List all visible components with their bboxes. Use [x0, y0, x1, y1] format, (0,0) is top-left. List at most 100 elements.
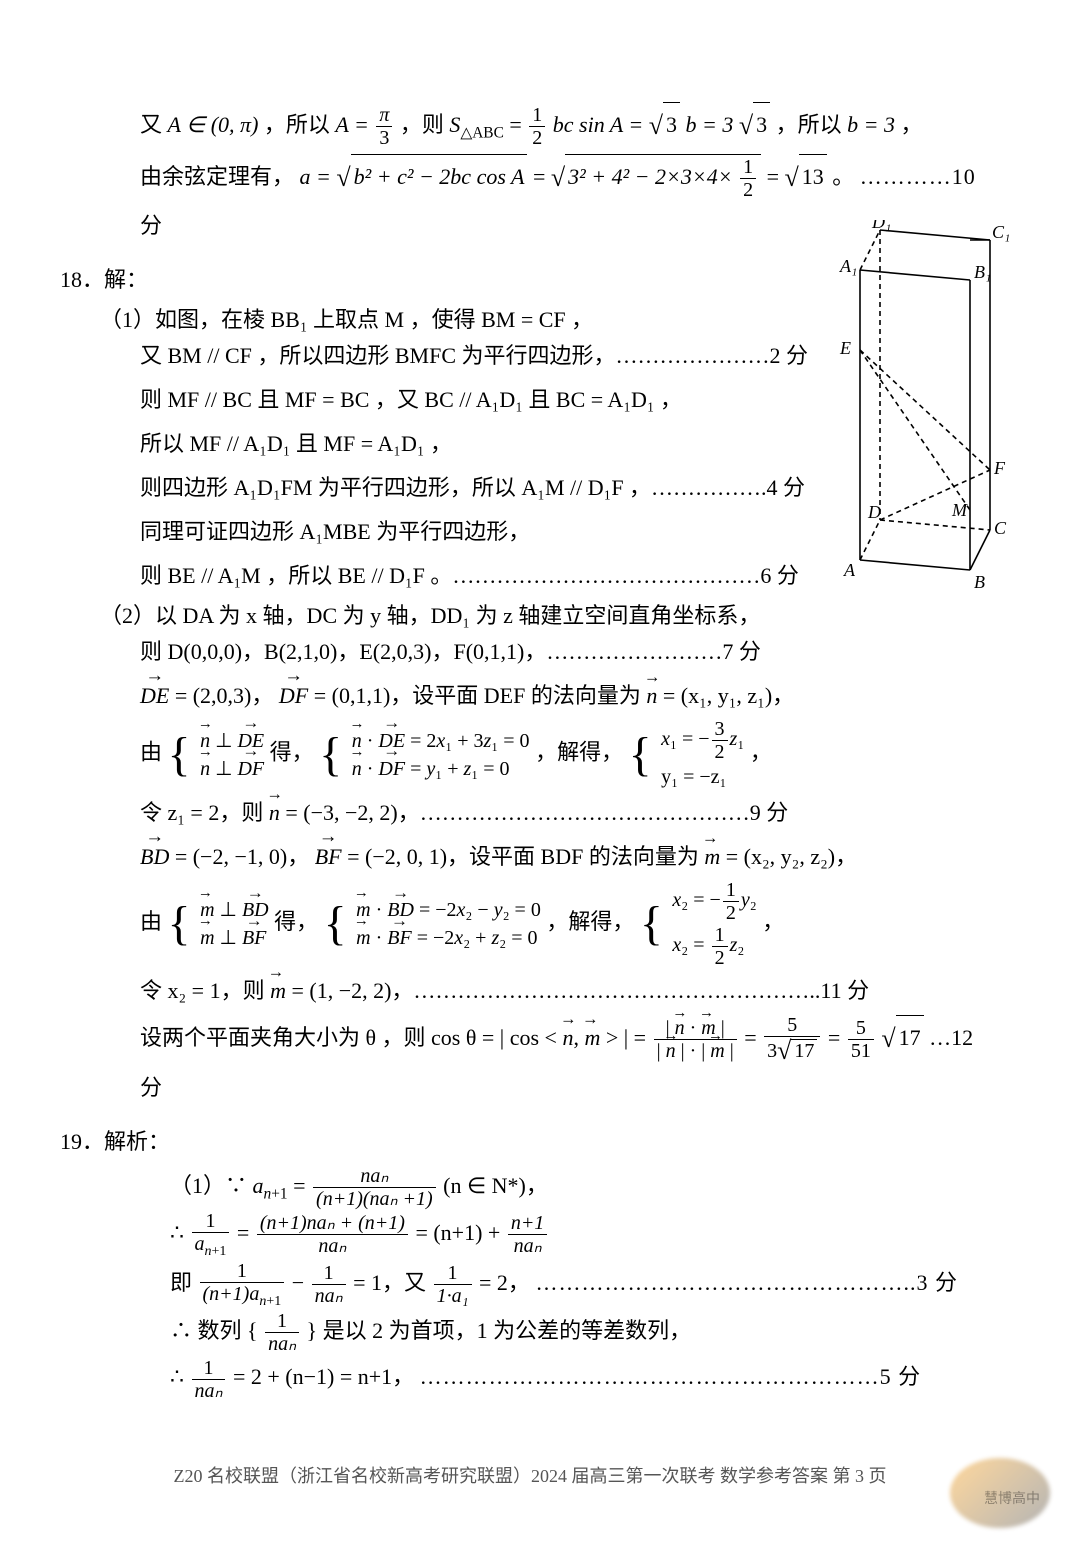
- den: (n+1)(naₙ +1): [316, 1188, 433, 1210]
- brace-icon: {: [640, 902, 663, 945]
- sqrt13: 13: [799, 154, 827, 199]
- eq: =: [293, 1173, 311, 1198]
- page-footer: Z20 名校联盟（浙江省名校新高考研究联盟）2024 届高三第一次联考 数学参考…: [60, 1462, 1000, 1488]
- txt: 得，: [274, 909, 318, 934]
- txt: 又: [140, 112, 168, 137]
- frac: π 3: [376, 104, 392, 149]
- txt: ，解得，: [535, 740, 623, 765]
- txt: 由: [140, 909, 162, 934]
- num: naₙ: [360, 1165, 388, 1187]
- txt: （1）∵: [170, 1173, 253, 1198]
- score-dots: …………………………………………..3 分: [535, 1269, 958, 1294]
- txt: = (0,1,1)，设平面 DEF 的法向量为: [308, 683, 646, 708]
- num: 5: [848, 1017, 874, 1040]
- txt: = (−2, −1, 0)，: [169, 844, 309, 869]
- sqrt-icon: √: [739, 111, 753, 140]
- txt: ，: [901, 112, 923, 137]
- frac: 1 1·a₁: [434, 1262, 472, 1307]
- num: 1: [529, 104, 545, 127]
- sqrt: 3: [663, 102, 680, 147]
- cond: (n ∈ N*)，: [443, 1173, 548, 1198]
- b3: b = 3: [847, 112, 895, 137]
- brace-icon: {: [168, 733, 191, 776]
- num: 1: [192, 1357, 226, 1380]
- q19-1-l1: （1）∵ an+1 = naₙ (n+1)(naₙ +1) (n ∈ N*)，: [170, 1164, 1000, 1210]
- expr: 3² + 4² − 2×3×4×: [568, 164, 732, 189]
- txt: =: [828, 1025, 846, 1050]
- txt: 由余弦定理有，: [140, 164, 294, 189]
- brace-icon: {: [168, 902, 191, 945]
- num: 5: [764, 1014, 820, 1037]
- a: a =: [300, 164, 337, 189]
- sqrt17: 17: [896, 1015, 924, 1060]
- q19-1-l5: ∴ 1 naₙ = 2 + (n−1) = n+1， ……………………………………: [170, 1355, 1000, 1401]
- txt: = (x₂, y₂, z₂)，: [720, 844, 857, 869]
- eq: = 1，又: [353, 1269, 431, 1294]
- expr: A ∈ (0, π): [168, 112, 259, 137]
- den: 2: [529, 127, 545, 149]
- txt: ，则: [400, 112, 450, 137]
- num: 1: [265, 1310, 299, 1333]
- txt: } 是以 2 为首项，1 为公差的等差数列，: [307, 1318, 692, 1343]
- lbl-M: M: [951, 500, 968, 520]
- frac: 1 naₙ: [192, 1357, 226, 1402]
- num: π: [379, 104, 389, 126]
- txt: ∴ 数列 {: [170, 1318, 263, 1343]
- watermark-text: 慧博高中: [984, 1488, 1040, 1508]
- frac: (n+1)naₙ + (n+1) naₙ: [257, 1212, 408, 1257]
- den: 3: [376, 127, 392, 149]
- frac: 1 an+1: [192, 1210, 230, 1259]
- num: 1: [740, 156, 756, 179]
- eq: = (n+1) +: [415, 1220, 505, 1245]
- num: 1: [434, 1262, 472, 1285]
- frac-half: 1 2: [529, 104, 545, 149]
- den: naₙ: [315, 1285, 343, 1307]
- sub: △ABC: [460, 124, 503, 141]
- den: naₙ: [195, 1380, 223, 1402]
- txt: = (2,0,3)，: [169, 683, 273, 708]
- num: n+1: [511, 1212, 545, 1234]
- frac: 1 (n+1)an+1: [200, 1260, 285, 1309]
- expr: b² + c² − 2bc cos A: [354, 164, 525, 189]
- lbl-C1: C₁: [992, 222, 1010, 242]
- S: S: [449, 112, 460, 137]
- lbl-D1: D₁: [871, 220, 891, 232]
- minus: −: [292, 1269, 310, 1294]
- q19-1-l4: ∴ 数列 { 1 naₙ } 是以 2 为首项，1 为公差的等差数列，: [170, 1309, 1000, 1355]
- den: 2: [740, 179, 756, 201]
- lbl-D: D: [867, 502, 881, 522]
- den: 1·a₁: [437, 1285, 469, 1307]
- txt: =: [744, 1025, 762, 1050]
- eq: = 2，: [479, 1269, 530, 1294]
- lbl-B: B: [974, 572, 985, 592]
- sqrt-icon: √: [551, 163, 565, 192]
- txt: = (x₁, y₁, z₁)，: [657, 683, 794, 708]
- frac: 1 naₙ: [312, 1262, 346, 1307]
- expr: bc sin A =: [553, 112, 649, 137]
- txt: 由: [140, 740, 162, 765]
- b: b = 3: [680, 112, 733, 137]
- q18-2-l5: 令 z₁ = 2，则 n = (−3, −2, 2)，……………………………………: [140, 791, 1000, 835]
- txt: 则 MF // BC 且 MF = BC ，又 BC // A₁D₁ 且 BC …: [140, 387, 682, 412]
- q19-title: 19．解析：: [60, 1124, 1000, 1156]
- den: naₙ: [318, 1235, 346, 1257]
- lbl-F: F: [993, 458, 1006, 478]
- frac: 1 2: [740, 156, 756, 201]
- frac: | n · m | | n | · | m |: [654, 1017, 737, 1062]
- period: 。: [832, 164, 854, 189]
- brace-icon: {: [629, 733, 652, 776]
- sqrt-icon: √: [649, 111, 663, 140]
- lbl-C: C: [994, 518, 1007, 538]
- num: (n+1)naₙ + (n+1): [260, 1212, 405, 1234]
- txt: ，所以: [776, 112, 848, 137]
- lbl-B1: B₁: [974, 262, 991, 282]
- den: naₙ: [514, 1235, 542, 1257]
- num: 1: [192, 1210, 230, 1233]
- intro-line-1: 又 A ∈ (0, π) ，所以 A = π 3 ，则 S△ABC = 1 2 …: [140, 100, 1000, 152]
- txt: ，所以: [264, 112, 336, 137]
- q18-2-l9: 设两个平面夹角大小为 θ ，则 cos θ = | cos < n, m > |…: [140, 1013, 1000, 1110]
- prism-diagram: D₁ C₁ B₁ A₁ E F M D C B A: [820, 220, 1010, 600]
- q19-1-l2: ∴ 1 an+1 = (n+1)naₙ + (n+1) naₙ = (n+1) …: [170, 1210, 1000, 1259]
- frac: 5 3√17: [764, 1014, 820, 1066]
- num: 1: [312, 1262, 346, 1285]
